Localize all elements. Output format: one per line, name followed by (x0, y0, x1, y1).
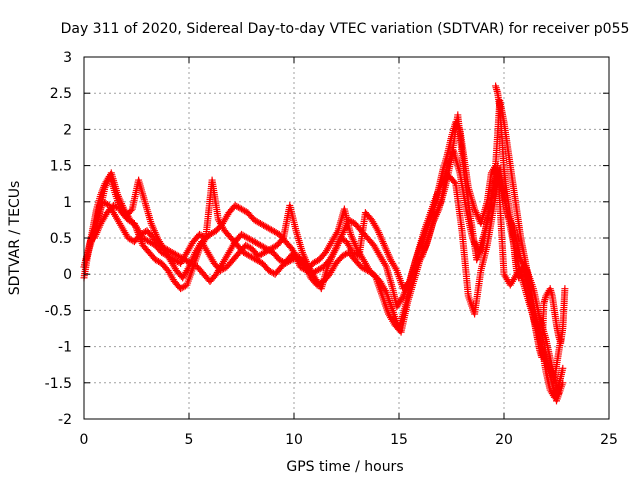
data-point (180, 283, 188, 291)
data-point (561, 285, 569, 293)
grid (84, 57, 609, 419)
x-tick-label: 15 (390, 432, 408, 448)
data-point (127, 206, 135, 214)
data-point (559, 364, 567, 372)
x-tick-label: 10 (285, 432, 303, 448)
y-tick-label: -1 (58, 340, 72, 356)
y-tick-label: -0.5 (45, 303, 72, 319)
x-tick-label: 0 (80, 432, 89, 448)
data-point (450, 178, 458, 186)
x-tick-label: 25 (600, 432, 618, 448)
y-tick-label: 0 (63, 267, 72, 283)
y-tick-label: 0.5 (50, 231, 72, 247)
x-axis-label: GPS time / hours (286, 459, 403, 475)
data-point (245, 243, 253, 251)
chart-title: Day 311 of 2020, Sidereal Day-to-day VTE… (61, 21, 630, 37)
axis-ticks (83, 56, 610, 420)
y-tick-label: -1.5 (45, 376, 72, 392)
data-marks (80, 82, 569, 405)
data-point (312, 258, 320, 266)
y-tick-label: 3 (63, 50, 72, 66)
y-tick-label: 1.5 (50, 159, 72, 175)
y-axis-label: SDTVAR / TECUs (7, 181, 23, 296)
data-point (555, 390, 563, 398)
y-tick-label: 1 (63, 195, 72, 211)
x-tick-label: 5 (185, 432, 194, 448)
x-tick-label: 20 (495, 432, 513, 448)
y-tick-label: -2 (58, 412, 72, 428)
tick-labels: 0 5 10 15 20 25 -2 -1.5 -1 -0.5 0 0.5 1 1.5 2 2.5 3 (45, 50, 618, 448)
data-point (155, 258, 163, 266)
data-point (278, 235, 286, 243)
y-tick-label: 2.5 (50, 86, 72, 102)
y-tick-label: 2 (63, 122, 72, 138)
data-point (559, 379, 567, 387)
